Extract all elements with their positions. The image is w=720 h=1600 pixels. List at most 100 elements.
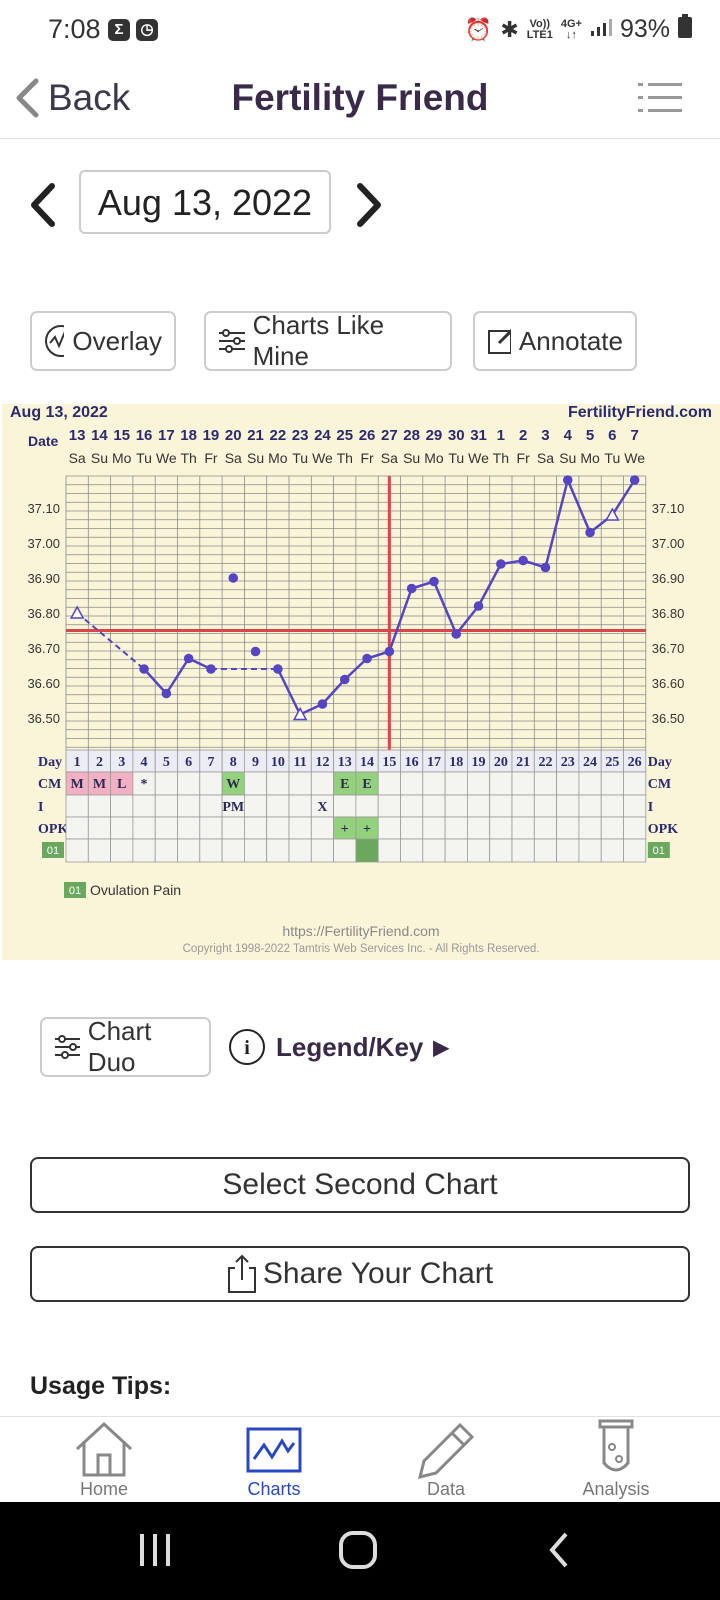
temp-point: [429, 576, 439, 587]
table-cell: [177, 838, 201, 863]
weekday-tick-label: Mo: [424, 450, 444, 466]
overlay-button[interactable]: Overlay: [30, 311, 176, 371]
date-picker[interactable]: Aug 13, 2022: [79, 170, 331, 234]
table-cell: [466, 816, 491, 840]
temp-point-open: [69, 605, 85, 619]
table-cell: [623, 838, 647, 863]
table-cell: [489, 838, 513, 863]
y-tick-label-left: 37.00: [27, 536, 60, 551]
table-cell: [578, 771, 602, 796]
temp-line-segment: [276, 668, 302, 716]
cycle-day-label: 14: [360, 755, 374, 770]
table-cell: [199, 794, 223, 818]
back-label: Back: [48, 77, 131, 118]
table-cell: [444, 816, 468, 840]
row-label-right: I: [648, 800, 653, 815]
opk-entry: +: [341, 822, 349, 837]
table-cell: [288, 771, 312, 796]
network-indicator: 4G+ ↓↑: [560, 17, 582, 41]
legend-key-link[interactable]: i Legend/Key ▶: [228, 1027, 449, 1067]
share-icon: [227, 1254, 256, 1293]
temp-point: [228, 573, 239, 583]
test-tube-icon: [598, 1419, 634, 1472]
edit-icon: [488, 328, 511, 354]
list-menu-icon: [638, 83, 682, 112]
table-cell: [87, 794, 112, 818]
temp-line-segment: [544, 479, 569, 568]
table-cell: [556, 816, 580, 840]
table-cell: [288, 816, 312, 840]
weekday-tick-label: Fr: [204, 450, 218, 466]
nav-analysis[interactable]: Analysis: [526, 1417, 706, 1503]
home-system-icon[interactable]: [338, 1530, 378, 1570]
table-cell: [400, 816, 424, 840]
temp-line-segment: [388, 588, 413, 652]
table-cell: [623, 771, 647, 796]
weekday-tick-label: Sa: [225, 450, 242, 466]
table-cell: [243, 838, 268, 863]
temp-line-segment: [143, 668, 168, 695]
weekday-tick-label: Fr: [360, 450, 374, 466]
table-cell: [377, 838, 401, 863]
cycle-day-label: 12: [315, 755, 329, 770]
table-cell: [266, 816, 290, 840]
info-icon: i: [229, 1029, 265, 1065]
temp-point: [183, 653, 194, 664]
date-tick-label: 21: [247, 427, 264, 444]
nav-home[interactable]: Home: [14, 1417, 194, 1503]
footer-url: https://FertilityFriend.com: [282, 923, 439, 939]
system-nav-bar: [0, 1502, 720, 1600]
recent-apps-icon[interactable]: [135, 1530, 175, 1570]
cm-entry: L: [117, 777, 126, 792]
date-tick-label: 31: [470, 427, 487, 444]
table-cell: [110, 838, 134, 863]
share-chart-button[interactable]: Share Your Chart: [30, 1246, 690, 1302]
legend-text: Ovulation Pain: [90, 882, 181, 898]
legend-badge: [64, 882, 86, 898]
previous-date-button[interactable]: [26, 180, 62, 230]
table-cell: [243, 771, 268, 796]
y-tick-label-left: 36.80: [27, 606, 60, 621]
weekday-tick-label: Tu: [448, 450, 464, 466]
table-cell: [199, 838, 223, 863]
next-date-button[interactable]: [350, 180, 386, 230]
cycle-day-label: 16: [405, 755, 419, 770]
weekday-tick-label: Tu: [292, 450, 308, 466]
table-cell: [377, 771, 401, 796]
table-cell: [199, 771, 223, 796]
y-tick-label-right: 36.80: [652, 606, 685, 621]
nav-data[interactable]: Data: [356, 1417, 536, 1503]
table-cell: [65, 816, 89, 840]
table-cell: [623, 794, 647, 818]
row-label-right: Day: [648, 755, 672, 770]
cycle-day-label: 7: [207, 755, 214, 770]
temp-point: [273, 664, 283, 674]
chart-duo-button[interactable]: Chart Duo: [40, 1016, 211, 1077]
weekday-tick-label: Su: [91, 450, 108, 466]
table-cell: [400, 794, 424, 818]
cm-entry: E: [340, 777, 349, 792]
charts-like-mine-button[interactable]: Charts Like Mine: [204, 310, 452, 371]
badge-right: [647, 842, 670, 858]
back-button[interactable]: Back: [14, 72, 130, 124]
row-label-left: I: [38, 800, 43, 815]
weekday-tick-label: Mo: [580, 450, 600, 466]
annotate-button[interactable]: Annotate: [473, 311, 637, 371]
date-tick-label: 2: [519, 427, 527, 444]
badge-left: [42, 842, 64, 858]
date-tick-label: 25: [336, 427, 353, 444]
table-cell: [132, 816, 156, 840]
cycle-day-label: 9: [252, 755, 259, 770]
select-second-chart-button[interactable]: Select Second Chart: [30, 1157, 690, 1213]
nav-charts[interactable]: Charts: [184, 1417, 364, 1503]
cm-entry: E: [362, 777, 371, 792]
back-system-icon[interactable]: [540, 1530, 580, 1570]
date-tick-label: 18: [180, 427, 197, 444]
cycle-day-label: 5: [163, 755, 170, 770]
temp-line-segment: [566, 479, 592, 533]
date-tick-label: 15: [113, 427, 130, 444]
menu-button[interactable]: [638, 80, 682, 116]
row-label-left: CM: [38, 777, 61, 792]
date-tick-label: 27: [381, 427, 398, 444]
